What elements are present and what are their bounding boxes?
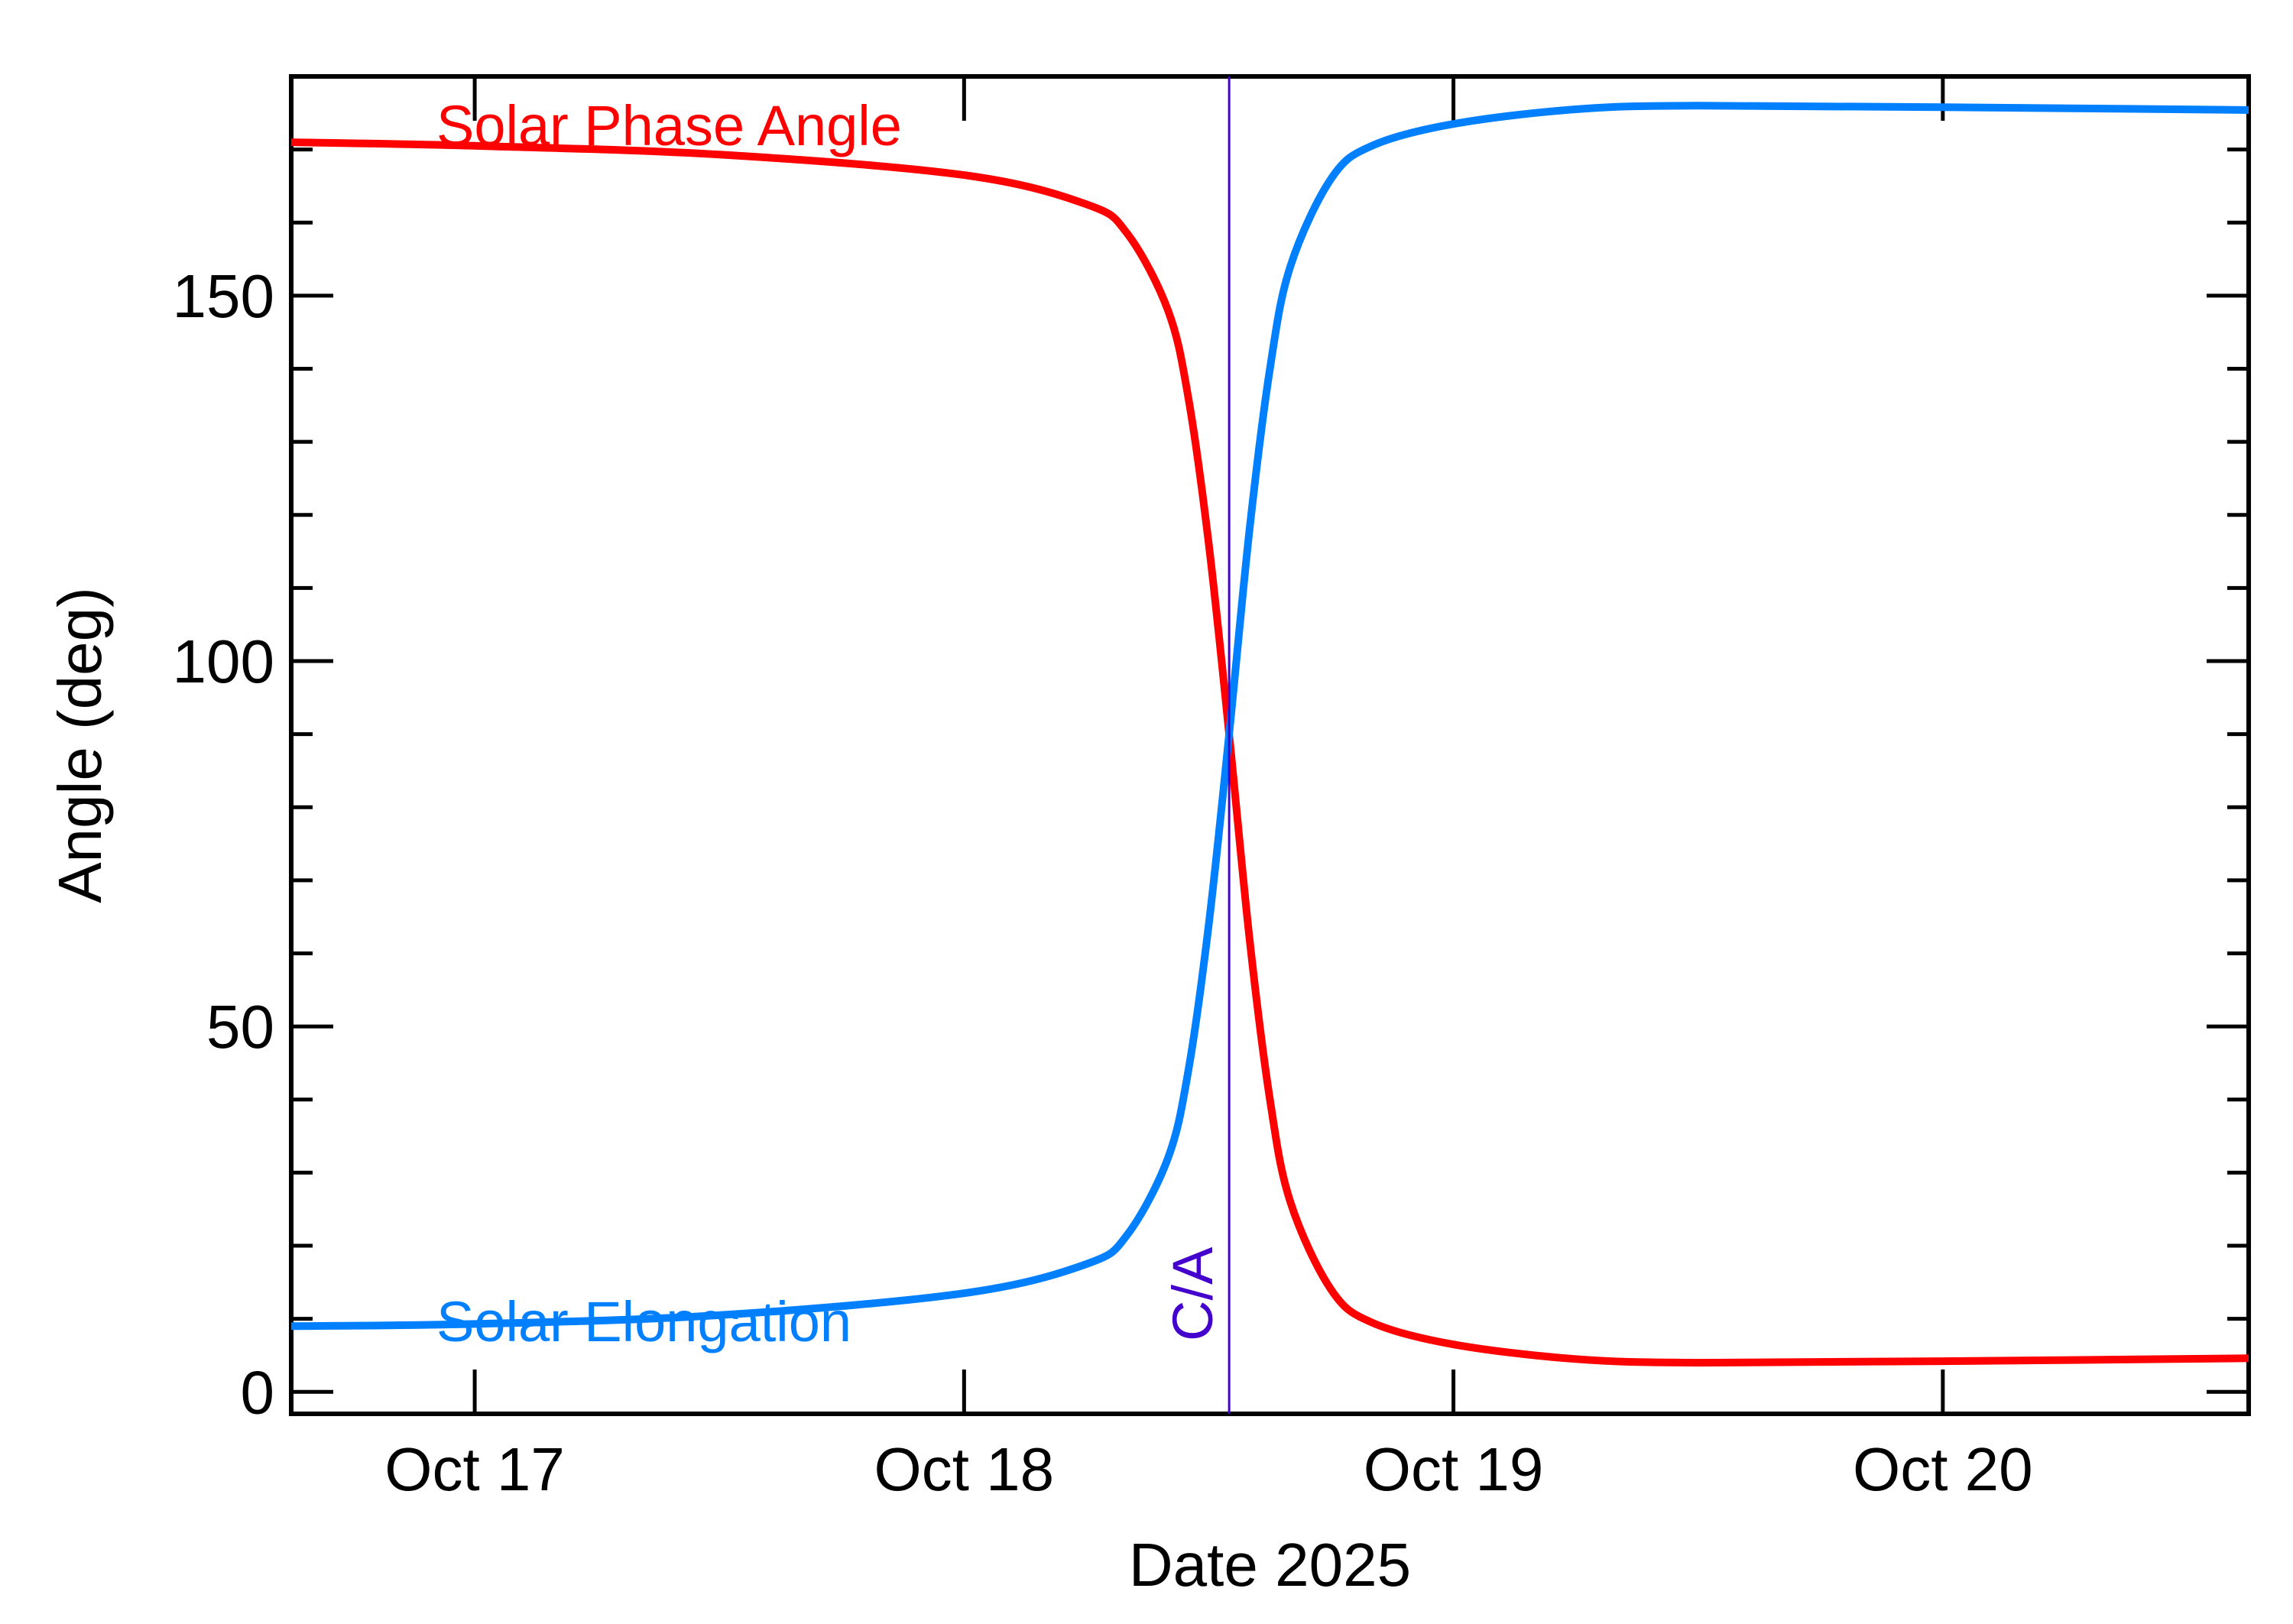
tick-labels: 0 50 100 150 Oct 17 Oct 18 Oct 19 Oct 20 xyxy=(173,262,2033,1503)
x-tick-label: Oct 17 xyxy=(384,1435,565,1503)
minor-ticks xyxy=(291,74,2249,1321)
x-tick-label: Oct 18 xyxy=(874,1435,1055,1503)
solar-phase-angle-label: Solar Phase Angle xyxy=(436,94,902,157)
y-axis-title: Angle (deg) xyxy=(46,587,114,903)
y-tick-label: 150 xyxy=(173,262,274,330)
annotation-layer: C/A xyxy=(1161,76,1231,1414)
solar-elongation-line xyxy=(290,102,2249,1331)
closest-approach-label: C/A xyxy=(1161,1246,1224,1341)
series-layer: Solar Phase Angle Solar Elongation xyxy=(290,94,2249,1367)
major-ticks xyxy=(291,76,2249,1414)
plot-frame xyxy=(289,74,2251,1416)
y-tick-label: 0 xyxy=(241,1358,275,1426)
solar-elongation-label: Solar Elongation xyxy=(436,1290,851,1353)
x-tick-label: Oct 19 xyxy=(1364,1435,1544,1503)
y-tick-label: 100 xyxy=(173,627,274,695)
solar-phase-angle-line xyxy=(290,138,2249,1367)
y-tick-label: 50 xyxy=(206,993,274,1061)
x-tick-label: Oct 20 xyxy=(1853,1435,2033,1503)
x-axis-title: Date 2025 xyxy=(1129,1531,1411,1599)
